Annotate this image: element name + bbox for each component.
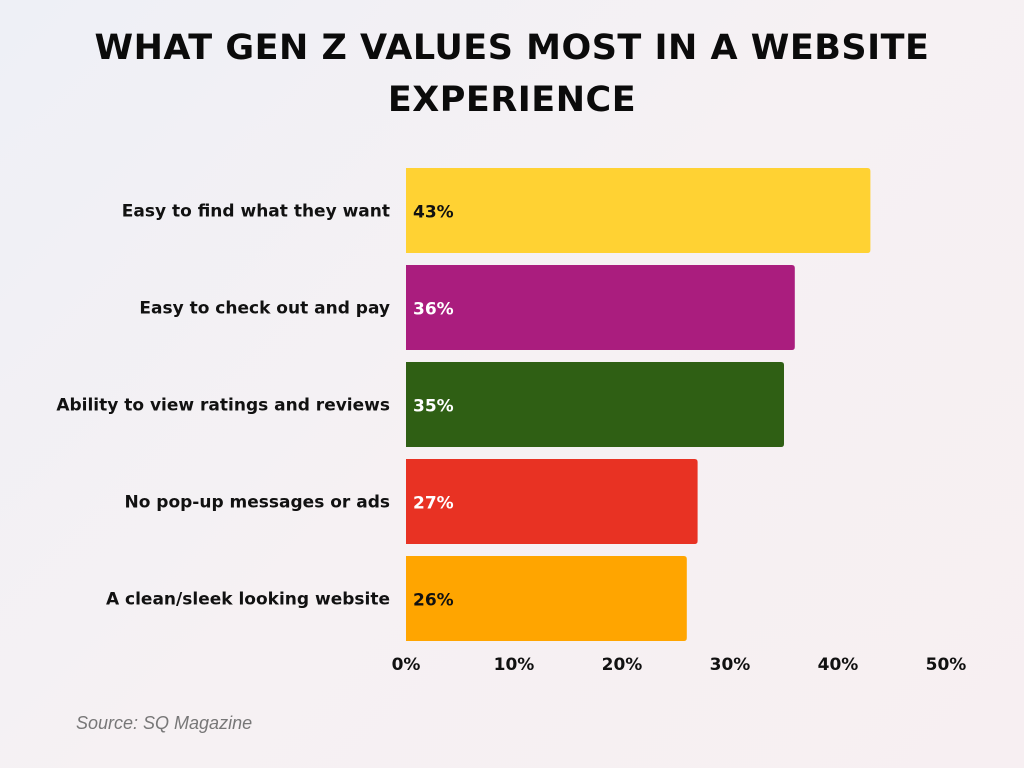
x-tick-label: 20% <box>602 655 643 675</box>
x-tick-label: 10% <box>494 655 535 675</box>
category-label: A clean/sleek looking website <box>106 590 390 610</box>
category-label: No pop-up messages or ads <box>124 493 390 513</box>
data-label: 43% <box>413 203 454 223</box>
category-label: Easy to find what they want <box>122 202 390 222</box>
x-tick-label: 40% <box>818 655 859 675</box>
source-note: Source: SQ Magazine <box>76 713 253 733</box>
bar <box>406 459 698 544</box>
x-tick-label: 0% <box>392 655 421 675</box>
category-label: Ability to view ratings and reviews <box>56 396 390 416</box>
x-tick-label: 50% <box>926 655 967 675</box>
data-label: 27% <box>413 494 454 514</box>
bar <box>406 265 795 350</box>
x-tick-label: 30% <box>710 655 751 675</box>
bar <box>406 556 687 641</box>
category-label: Easy to check out and pay <box>139 299 390 319</box>
bar <box>406 168 871 253</box>
chart-title: WHAT GEN Z VALUES MOST IN A WEBSITE EXPE… <box>94 28 930 120</box>
bar <box>406 362 784 447</box>
data-label: 26% <box>413 591 454 611</box>
data-label: 35% <box>413 397 454 417</box>
data-label: 36% <box>413 300 454 320</box>
